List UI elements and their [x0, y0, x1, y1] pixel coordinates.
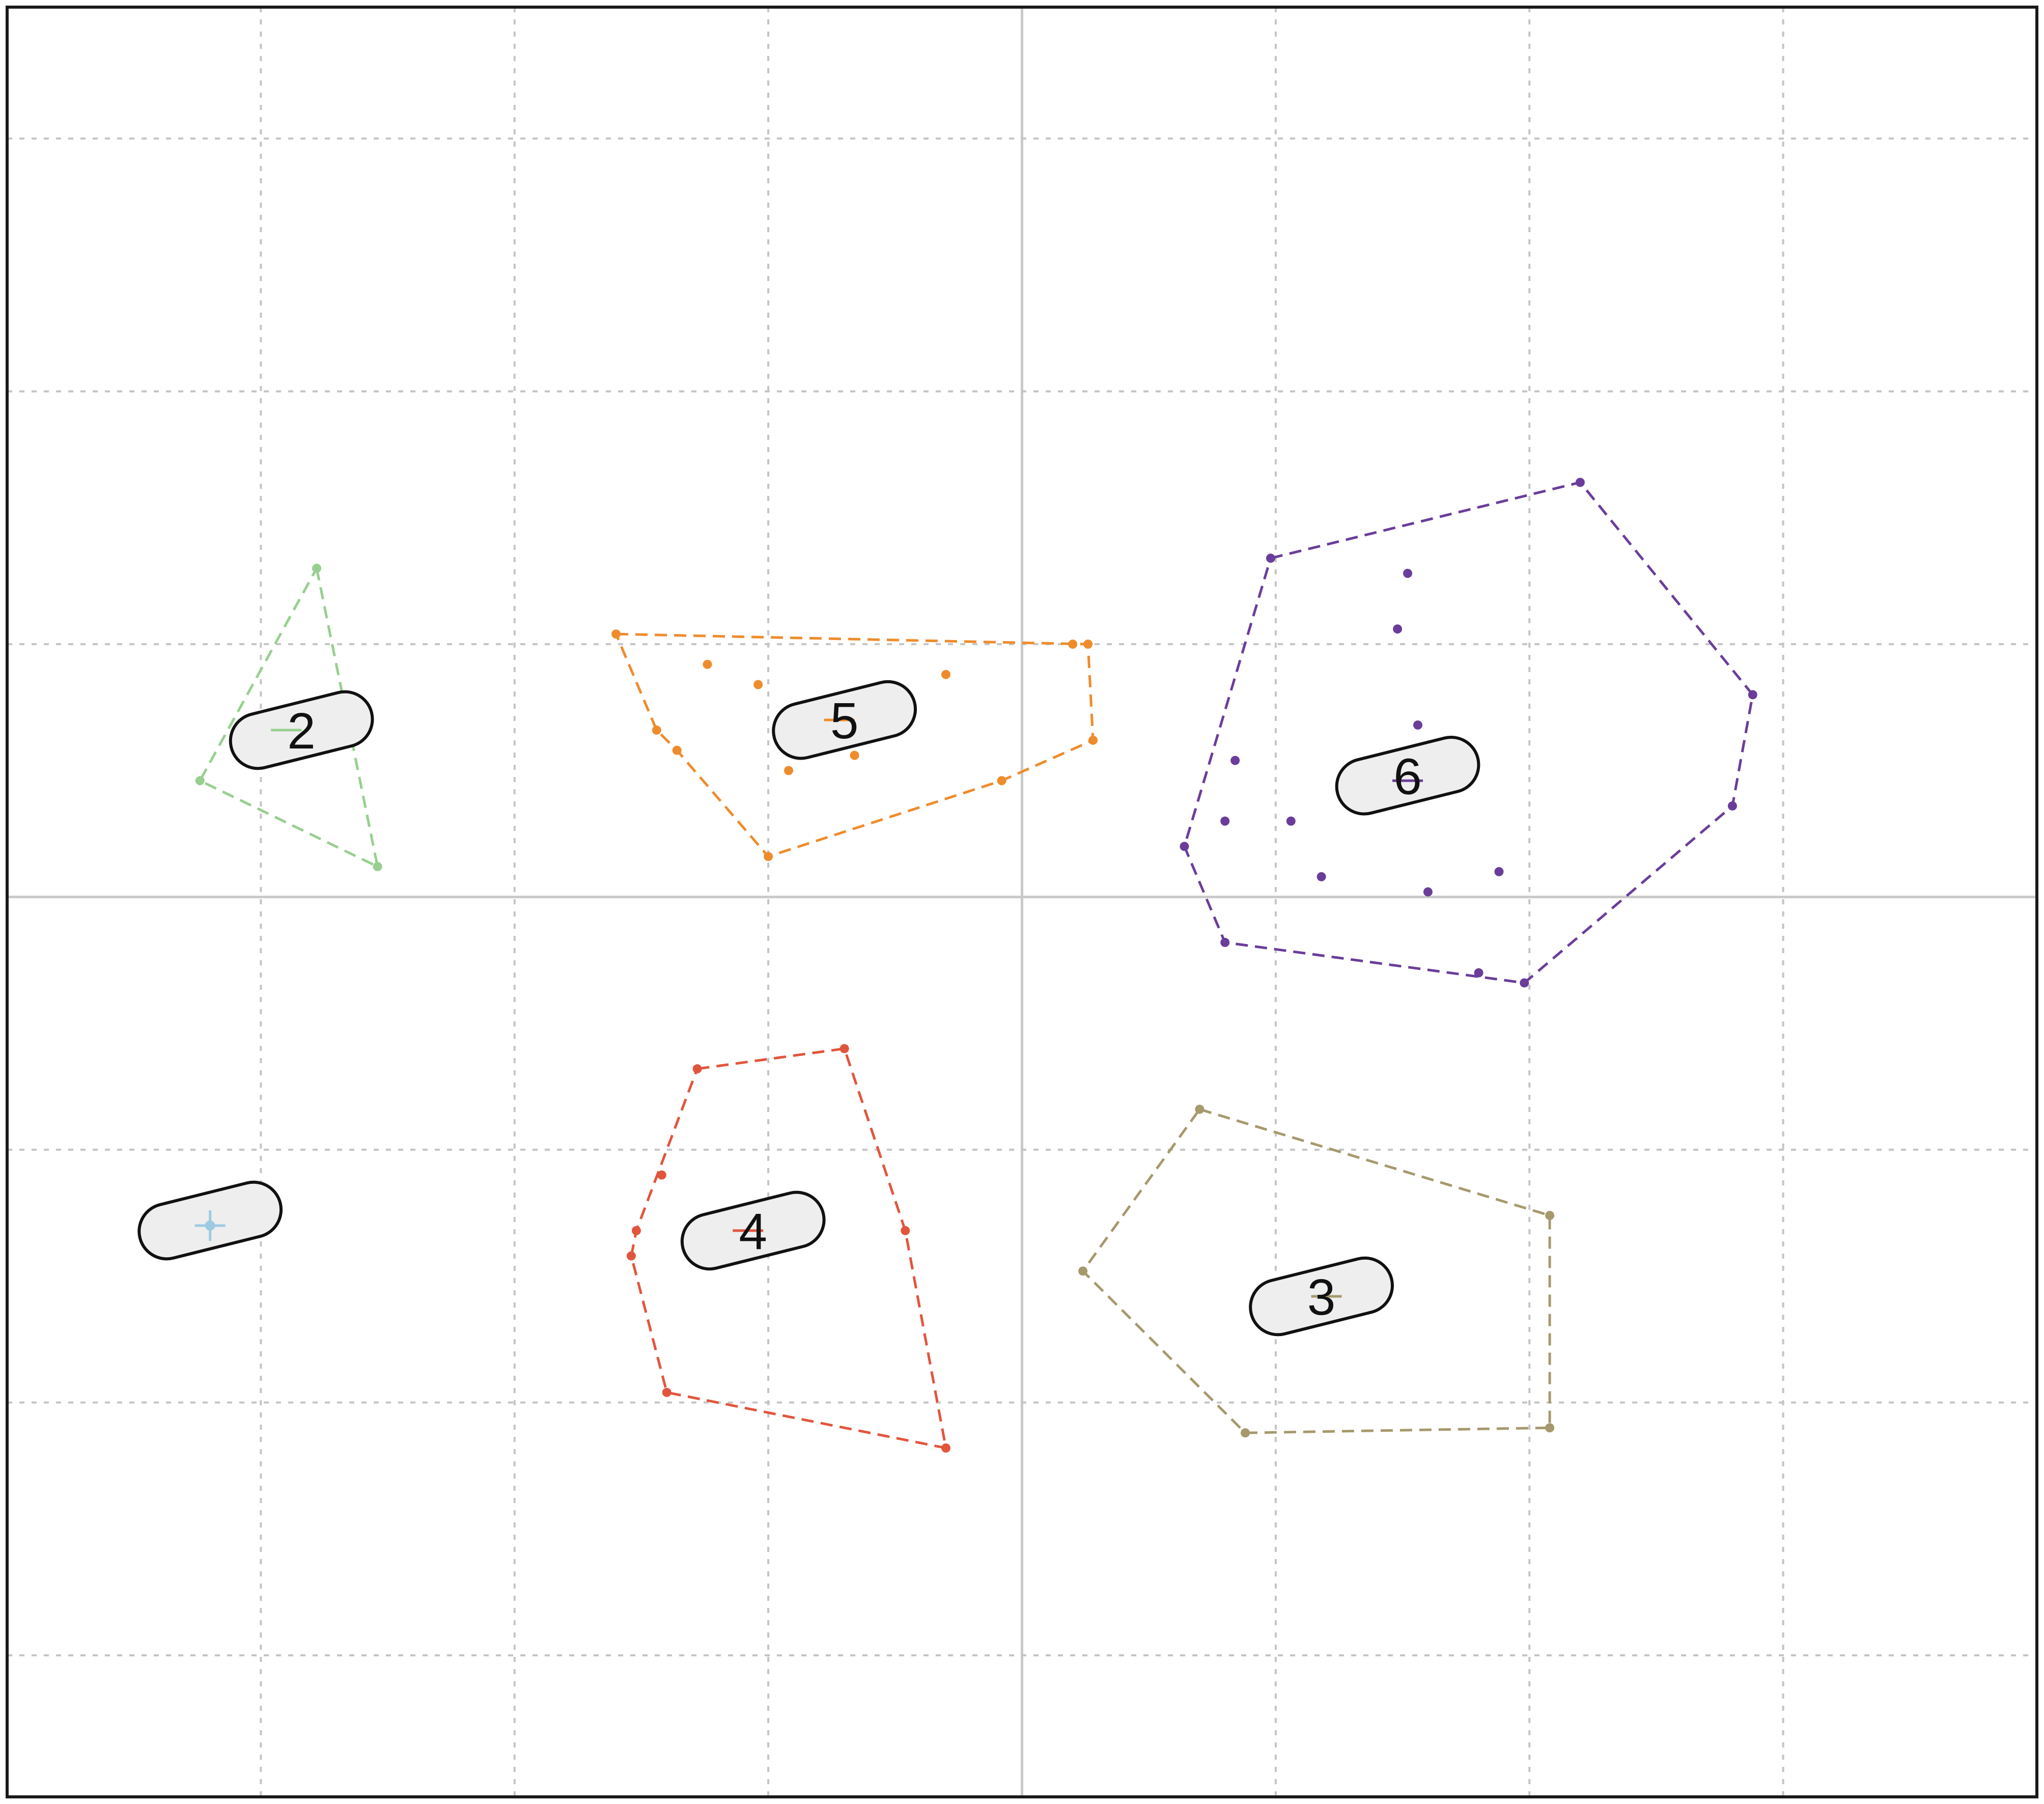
cluster-point-5 — [1088, 735, 1098, 745]
cluster-point-3 — [1241, 1428, 1250, 1438]
cluster-point-5 — [672, 745, 682, 755]
cluster-point-6 — [1423, 887, 1433, 897]
cluster-point-6 — [1220, 816, 1230, 826]
cluster-point-5 — [783, 766, 793, 775]
cluster-point-4 — [662, 1387, 671, 1397]
cluster-point-4 — [627, 1251, 636, 1261]
cluster-points — [195, 478, 1757, 1453]
cluster-point-4 — [631, 1226, 641, 1235]
cluster-label-6: 6 — [1393, 748, 1422, 805]
cluster-point-3 — [1545, 1423, 1555, 1433]
cluster-point-5 — [1083, 640, 1093, 649]
cluster-point-6 — [1413, 720, 1422, 730]
cluster-point-5 — [611, 629, 621, 639]
cluster-point-5 — [1068, 640, 1078, 649]
cluster-label-2: 2 — [287, 703, 316, 760]
cluster-point-3 — [1545, 1211, 1555, 1220]
cluster-hull-5 — [614, 632, 1095, 858]
cluster-point-4 — [692, 1064, 702, 1074]
cluster-point-5 — [997, 776, 1006, 786]
cluster-point-4 — [657, 1170, 666, 1180]
cluster-point-6 — [1180, 842, 1189, 851]
cluster-point-6 — [1230, 756, 1240, 765]
cluster-point-5 — [850, 751, 859, 760]
cluster-point-5 — [652, 725, 661, 735]
cluster-label-4: 4 — [739, 1203, 767, 1260]
cluster-point-6 — [1220, 937, 1230, 947]
cluster-point-6 — [1403, 569, 1413, 578]
cluster-point-3 — [1195, 1104, 1205, 1114]
cluster-point-6 — [1494, 867, 1504, 876]
cluster-point-3 — [1078, 1266, 1088, 1276]
cluster-point-6 — [1474, 968, 1483, 978]
cluster-point-4 — [901, 1226, 910, 1235]
grid — [7, 7, 2037, 1797]
cluster-point-6 — [1266, 553, 1275, 563]
cluster-label-box-6 — [1335, 735, 1480, 816]
plot-frame — [6, 6, 2038, 1798]
cluster-point-6 — [1317, 872, 1326, 881]
cluster-point-6 — [1727, 801, 1737, 811]
cluster-point-2 — [195, 776, 205, 786]
cluster-point-4 — [839, 1044, 849, 1053]
cluster-hulls — [198, 481, 1754, 1450]
cluster-hull-6 — [1183, 481, 1754, 984]
cluster-point-5 — [941, 670, 950, 679]
cluster-hull-2 — [198, 564, 380, 869]
cluster-point-5 — [753, 680, 763, 689]
cluster-point-2 — [312, 564, 322, 573]
cluster-point-6 — [1286, 816, 1296, 826]
label-box-shape — [1335, 735, 1480, 816]
cluster-hull-3 — [1081, 1107, 1551, 1434]
cluster-point-4 — [941, 1443, 950, 1453]
cluster-label-3: 3 — [1307, 1269, 1336, 1326]
cluster-point-2 — [373, 862, 382, 871]
cluster-point-6 — [1575, 478, 1585, 487]
cluster-point-5 — [764, 852, 773, 862]
cluster-center-unlabeled — [194, 1210, 226, 1241]
cluster-label-5: 5 — [830, 692, 859, 750]
cluster-point-6 — [1393, 624, 1403, 634]
cluster-point-6 — [1748, 690, 1757, 700]
cluster-point-6 — [1520, 978, 1529, 988]
cluster-labels: 2 3 4 5 6 — [137, 680, 1480, 1337]
cluster-point-5 — [703, 659, 712, 669]
